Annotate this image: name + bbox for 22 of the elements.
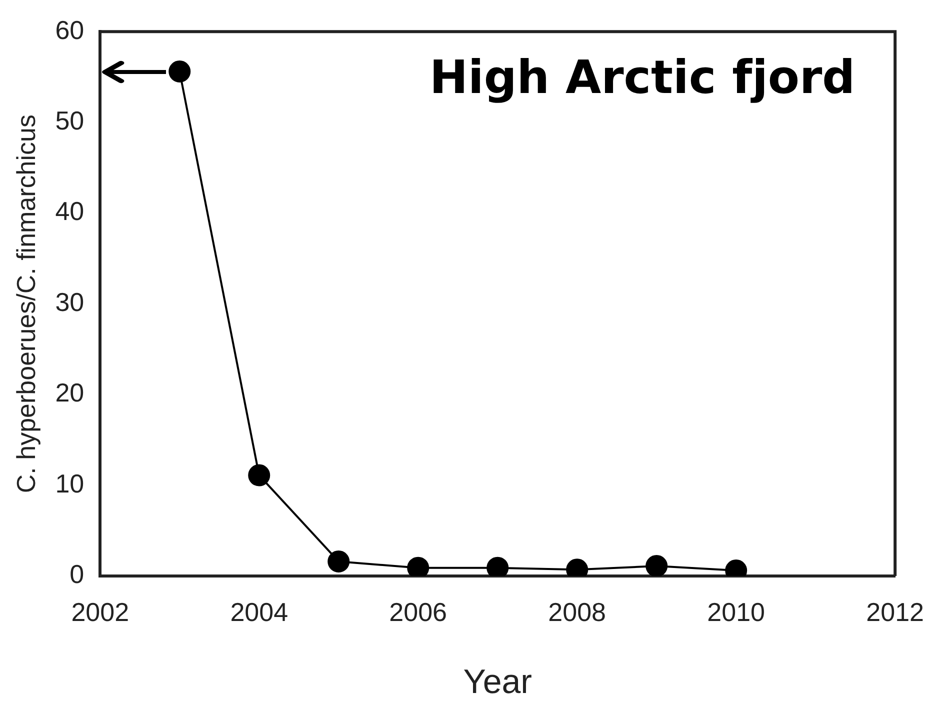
y-tick-label: 50 [55, 106, 84, 136]
point [248, 464, 270, 486]
x-tick-label: 2002 [71, 596, 130, 627]
point [646, 555, 668, 576]
x-tick-label: 2010 [707, 596, 766, 627]
y-tick-label: 20 [55, 378, 84, 408]
y-tick-label: 0 [70, 559, 84, 590]
x-axis-title: Year [463, 662, 532, 701]
x-tick-label: 2004 [230, 596, 288, 627]
point [328, 550, 350, 572]
x-tick-label: 2008 [548, 596, 606, 627]
y-axis-title: C. hyperboerues/C. finmarchicus [10, 114, 41, 494]
y-tick-label: 30 [55, 286, 84, 317]
point [168, 60, 191, 83]
point [407, 556, 430, 576]
x-tick-label: 2012 [866, 596, 924, 627]
point [486, 556, 509, 576]
text: High Arctic fjord [430, 50, 856, 104]
x-tick-label: 2006 [389, 596, 448, 627]
y-tick-label: 60 [55, 14, 84, 45]
y-tick-label: 40 [55, 196, 84, 226]
y-tick-label: 10 [55, 468, 84, 498]
